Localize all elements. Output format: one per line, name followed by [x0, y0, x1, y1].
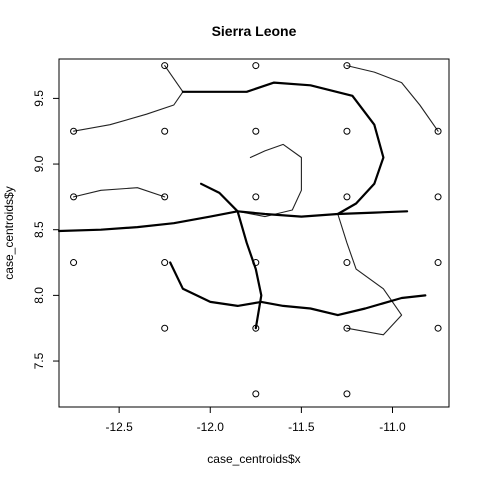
- centroid-points: [70, 62, 442, 398]
- data-point-16: [343, 259, 351, 267]
- data-point-1: [252, 62, 260, 70]
- data-point-7: [434, 127, 442, 135]
- data-point-12: [434, 193, 442, 201]
- y-tick-label-0: 7.5: [32, 352, 46, 369]
- data-point-11: [343, 193, 351, 201]
- data-point-5: [252, 127, 260, 135]
- data-point-19: [252, 324, 260, 332]
- y-axis-label: case_centroids$y: [2, 186, 16, 279]
- data-point-14: [161, 259, 169, 267]
- data-point-15: [252, 259, 260, 267]
- road-minor-2: [346, 65, 439, 132]
- road-major-1: [200, 182, 263, 330]
- x-tick-label-1: -12.0: [197, 420, 225, 434]
- x-tick-label-2: -11.5: [288, 420, 315, 434]
- data-point-3: [70, 127, 78, 135]
- y-tick-label-4: 9.5: [32, 90, 46, 107]
- data-point-13: [70, 259, 78, 267]
- data-point-9: [161, 193, 169, 201]
- y-axis: 7.5 8.0 8.5 9.0 9.5: [32, 90, 59, 369]
- data-point-8: [70, 193, 78, 201]
- road-network: [57, 65, 439, 336]
- chart-title: Sierra Leone: [212, 23, 297, 39]
- data-point-10: [252, 193, 260, 201]
- data-point-6: [343, 127, 351, 135]
- road-minor-4: [73, 187, 166, 198]
- x-axis-label: case_centroids$x: [207, 452, 300, 466]
- road-major-4: [181, 81, 385, 216]
- road-minor-1: [337, 213, 403, 336]
- road-major-3: [169, 261, 263, 307]
- road-major-2: [260, 294, 427, 317]
- y-tick-label-2: 8.5: [32, 221, 46, 238]
- plot-frame: [58, 58, 450, 408]
- y-tick-label-1: 8.0: [32, 287, 46, 304]
- x-tick-label-0: -12.5: [105, 420, 133, 434]
- data-point-18: [161, 324, 169, 332]
- data-point-23: [343, 390, 351, 398]
- data-point-0: [161, 62, 169, 70]
- y-tick-label-3: 9.0: [32, 155, 46, 172]
- x-axis: -12.5 -12.0 -11.5 -11.0: [105, 407, 406, 434]
- data-point-21: [434, 324, 442, 332]
- road-minor-0: [237, 143, 302, 218]
- data-point-17: [434, 259, 442, 267]
- road-major-0: [57, 210, 409, 233]
- data-point-20: [343, 324, 351, 332]
- data-point-22: [252, 390, 260, 398]
- data-point-4: [161, 127, 169, 135]
- x-tick-label-3: -11.0: [379, 420, 406, 434]
- road-minor-3: [73, 65, 184, 132]
- data-point-2: [343, 62, 351, 70]
